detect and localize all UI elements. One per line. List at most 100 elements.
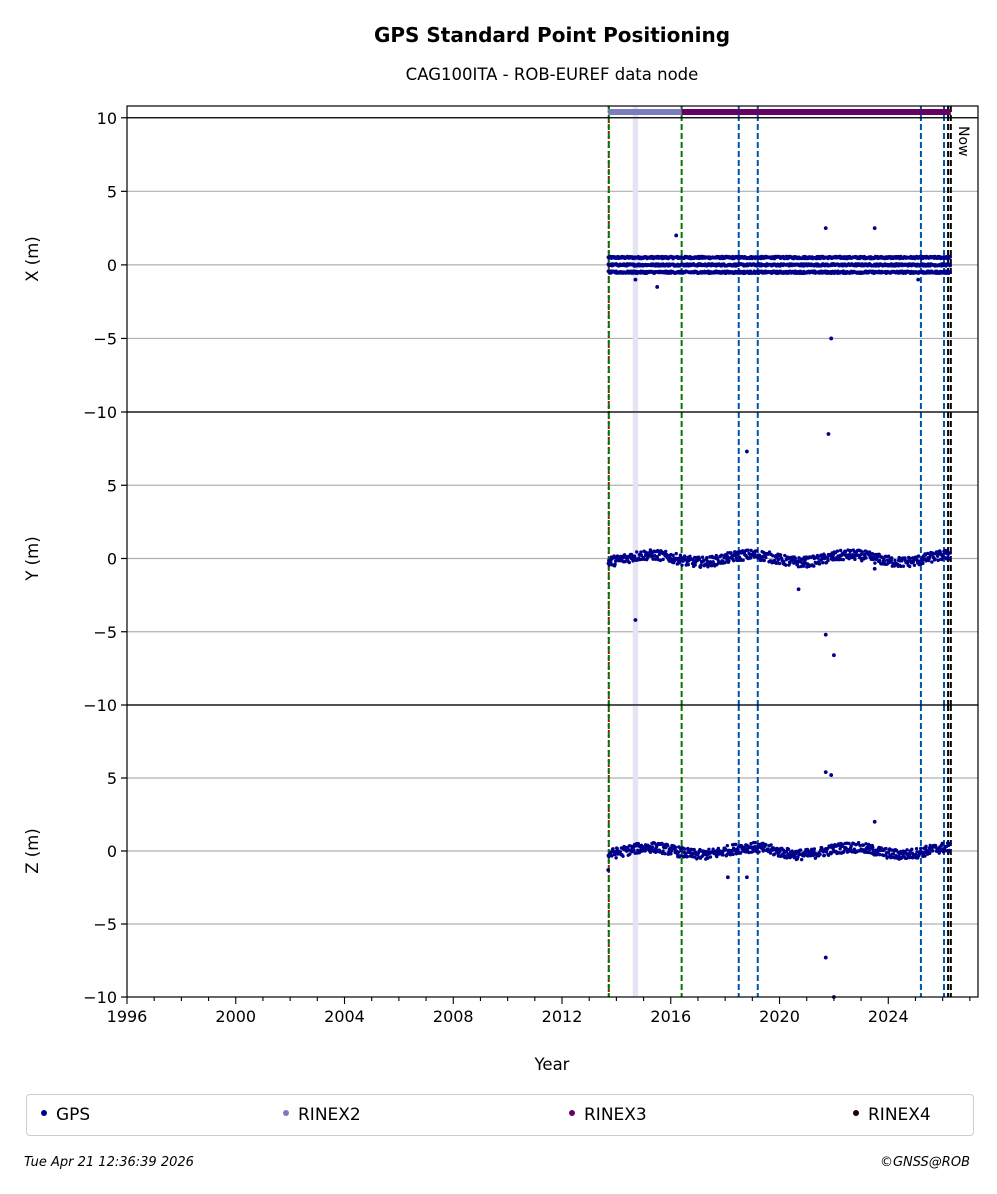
gps-point (882, 559, 887, 563)
gps-point (867, 850, 871, 855)
gps-outlier-point (832, 653, 836, 658)
gps-point (663, 549, 668, 554)
chart-title: GPS Standard Point Positioning (374, 23, 730, 47)
gps-outlier-point (829, 336, 834, 341)
gps-point (749, 841, 753, 846)
gps-point (674, 551, 678, 556)
gps-point (682, 847, 687, 851)
gps-outlier-point (829, 773, 834, 777)
gps-point (749, 548, 753, 553)
gps-point (848, 548, 853, 553)
gps-point (916, 554, 921, 558)
gps-point (890, 556, 894, 560)
gps-point (891, 852, 896, 856)
gps-point (796, 565, 801, 569)
y-tick-label: 5 (107, 769, 117, 788)
gps-point (938, 550, 942, 554)
x-tick-label: 2008 (433, 1007, 474, 1026)
gps-outlier-point (674, 233, 679, 238)
x-axis-label: Year (534, 1055, 570, 1074)
gps-point (669, 849, 674, 853)
gps-point (700, 555, 705, 559)
chart-legend: GPS RINEX2 RINEX3 RINEX4 (26, 1094, 974, 1136)
gps-point (728, 853, 733, 857)
gps-point (764, 555, 768, 560)
gps-outlier-point (655, 285, 660, 289)
gps-point (948, 841, 952, 846)
gps-point (910, 847, 914, 851)
chart-subtitle: CAG100ITA - ROB-EUREF data node (406, 65, 699, 84)
gps-point (655, 844, 659, 849)
gps-point (678, 553, 683, 557)
gps-point (778, 849, 782, 853)
gps-point (825, 846, 830, 851)
gps-point (915, 850, 919, 854)
gps-point (931, 552, 935, 556)
gps-point (734, 852, 739, 856)
gps-point (692, 555, 697, 560)
gps-point (940, 841, 945, 846)
gps-point (623, 559, 627, 564)
gps-point (707, 847, 711, 852)
gps-point (680, 563, 684, 567)
gps-point (897, 555, 901, 560)
y-tick-label: −5 (93, 329, 117, 348)
gps-outlier-point (796, 587, 801, 592)
gps-point (871, 845, 875, 849)
gps-point (928, 851, 932, 856)
gps-point (682, 554, 687, 558)
footer-timestamp: Tue Apr 21 12:36:39 2026 (24, 1155, 194, 1170)
gps-point (812, 564, 816, 568)
gps-point (699, 563, 703, 567)
gps-point (785, 856, 789, 860)
gps-point (686, 562, 691, 567)
gps-point (716, 846, 721, 851)
gps-point (859, 552, 863, 557)
y-tick-label: 5 (107, 476, 117, 495)
gps-point (908, 556, 912, 561)
gps-point (609, 850, 613, 854)
gps-point (912, 563, 917, 567)
gps-point (639, 550, 643, 554)
gps-point (715, 854, 719, 859)
gps-point (743, 846, 747, 850)
legend-marker-rinex4-icon (853, 1110, 859, 1116)
gps-point (706, 856, 710, 860)
x-tick-label: 2024 (868, 1007, 909, 1026)
gps-point (660, 841, 664, 846)
gps-point (634, 550, 639, 554)
gps-point (893, 558, 897, 563)
gps-point (864, 556, 868, 560)
gps-point (899, 564, 903, 569)
x-tick-label: 2020 (759, 1007, 800, 1026)
gps-outlier-point (725, 875, 730, 880)
gps-point (729, 551, 733, 555)
gps-point (685, 854, 689, 859)
gps-point (930, 560, 934, 564)
gps-point (773, 852, 777, 856)
gps-point (908, 852, 912, 857)
rinex-bar-rinex2 (608, 109, 682, 115)
gps-point (677, 556, 681, 560)
gps-point (948, 850, 952, 854)
gps-point (797, 556, 801, 560)
panel-3: −10 −5 0 5 Z (m) (23, 704, 979, 1007)
gps-point (913, 852, 918, 857)
gps-point (884, 846, 888, 851)
gps-point (923, 854, 927, 858)
y-axis-label: Y (m) (23, 536, 42, 581)
gps-point (947, 556, 951, 561)
gps-point (841, 557, 845, 562)
gps-point (793, 556, 798, 560)
gps-point (925, 551, 930, 556)
gps-point (858, 843, 862, 848)
legend-item-rinex2: RINEX2 (283, 1095, 361, 1135)
gps-point (856, 840, 861, 845)
gps-point (697, 557, 702, 561)
gps-point (721, 853, 725, 857)
legend-item-rinex3: RINEX3 (569, 1095, 647, 1135)
gps-point (826, 558, 830, 563)
gps-outlier-point (872, 226, 877, 231)
gps-point (860, 550, 864, 554)
legend-marker-gps-icon (41, 1110, 47, 1116)
